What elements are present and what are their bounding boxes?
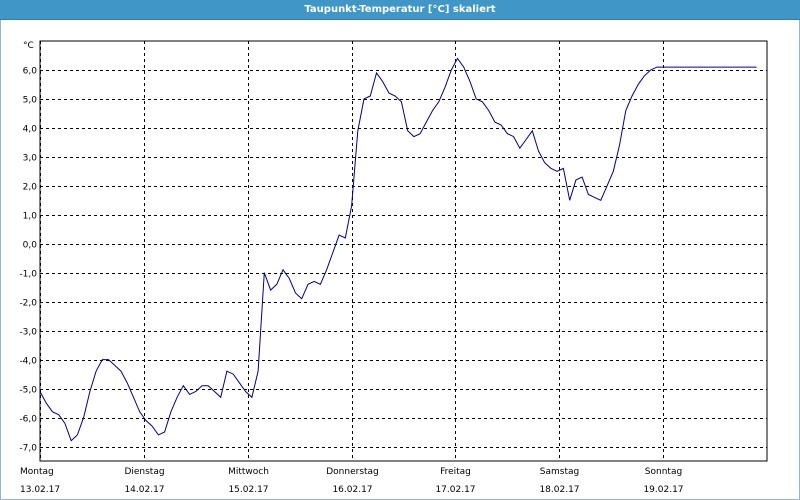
- y-tick-label: 5,0: [23, 96, 38, 106]
- y-tick-label: -2,0: [19, 299, 37, 309]
- x-tick-day-label: Montag: [20, 467, 54, 477]
- x-tick-day-label: Sonntag: [645, 467, 682, 477]
- y-tick-label: 2,0: [23, 183, 38, 193]
- y-axis-ticks: 6,0 5,0 4,0 3,0 2,0 1,0 0,0 -1,0 -2,0 -3,0 -4,0 -5,…: [19, 67, 37, 454]
- x-axis-ticks: Montag 13.02.17 Dienstag 14.02.17 Mittwoch 15…: [20, 467, 684, 495]
- y-tick-label: -4,0: [19, 357, 37, 367]
- grid: [40, 41, 767, 461]
- y-axis-unit-label: °C: [23, 41, 34, 51]
- x-tick-day-label: Dienstag: [124, 467, 164, 477]
- y-tick-label: -7,0: [19, 444, 37, 454]
- dewpoint-chart: 6,0 5,0 4,0 3,0 2,0 1,0 0,0 -1,0 -2,0 -3,0 -4,0 -5,…: [19, 40, 768, 495]
- x-tick-date-label: 18.02.17: [539, 485, 579, 495]
- y-tick-label: -5,0: [19, 386, 37, 396]
- y-tick-label: 4,0: [23, 125, 38, 135]
- y-tick-label: 3,0: [23, 154, 38, 164]
- y-tick-label: -3,0: [19, 328, 37, 338]
- y-tick-label: -1,0: [19, 270, 37, 280]
- x-tick-day-label: Mittwoch: [228, 467, 269, 477]
- chart-title-bar: Taupunkt-Temperatur [°C] skaliert: [0, 0, 800, 20]
- plot-frame: [39, 40, 768, 462]
- x-tick-day-label: Freitag: [440, 467, 471, 477]
- chart-title: Taupunkt-Temperatur [°C] skaliert: [304, 4, 496, 15]
- dewpoint-series-line: [39, 57, 757, 442]
- x-tick-date-label: 19.02.17: [643, 485, 683, 495]
- y-tick-label: 6,0: [23, 67, 38, 77]
- plot-frame-rect: [39, 40, 768, 462]
- x-tick-date-label: 17.02.17: [435, 485, 475, 495]
- y-tick-label: -6,0: [19, 415, 37, 425]
- x-tick-day-label: Samstag: [540, 467, 579, 477]
- x-tick-day-label: Donnerstag: [326, 467, 379, 477]
- y-tick-label: 0,0: [23, 241, 38, 251]
- y-tick-label: 1,0: [23, 212, 38, 222]
- x-tick-date-label: 13.02.17: [20, 485, 60, 495]
- x-tick-date-label: 15.02.17: [228, 485, 268, 495]
- x-tick-date-label: 16.02.17: [332, 485, 372, 495]
- chart-area: 6,0 5,0 4,0 3,0 2,0 1,0 0,0 -1,0 -2,0 -3,0 -4,0 -5,…: [0, 20, 800, 500]
- x-tick-date-label: 14.02.17: [124, 485, 164, 495]
